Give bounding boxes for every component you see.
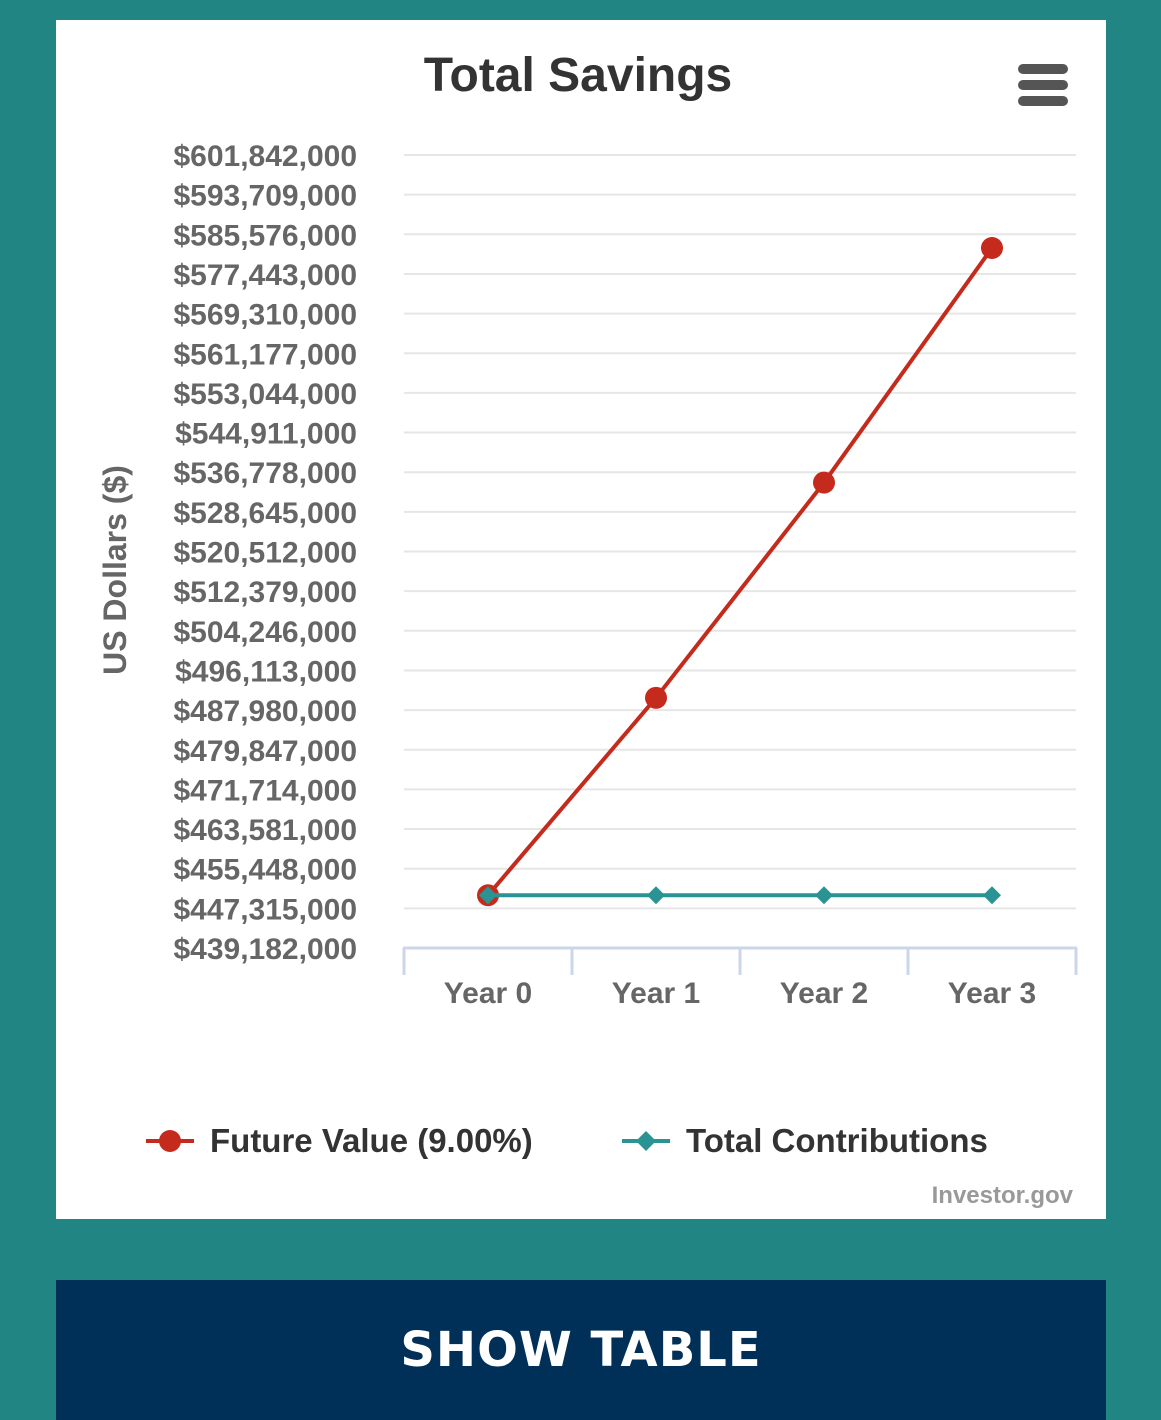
- x-tick-label: Year 0: [444, 977, 532, 1010]
- data-point-future-value-9-00: [645, 686, 667, 709]
- legend-item-total-contributions[interactable]: Total Contributions: [622, 1122, 988, 1159]
- y-tick-labels: $439,182,000 $447,315,000 $455,448,000 $463…: [173, 140, 357, 966]
- series-line-future-value-9-00: [486, 246, 994, 897]
- x-tick-label: Year 2: [780, 977, 868, 1010]
- series-group: [477, 237, 1003, 907]
- y-tick-label: $439,182,000: [173, 933, 357, 966]
- y-tick-label: $601,842,000: [173, 140, 357, 173]
- data-point-total-contributions: [647, 886, 665, 905]
- y-tick-label: $569,310,000: [173, 299, 357, 332]
- legend-future-value-marker: [159, 1130, 181, 1152]
- y-tick-label: $471,714,000: [173, 774, 357, 807]
- y-axis-title: US Dollars ($): [97, 465, 133, 675]
- x-axis: Year 0 Year 1 Year 2 Year 3: [402, 946, 1078, 1010]
- data-point-total-contributions: [815, 886, 833, 905]
- data-point-total-contributions: [479, 886, 497, 905]
- x-tick-label: Year 1: [612, 977, 700, 1010]
- y-tick-label: $544,911,000: [175, 418, 357, 451]
- chart-card: Total Savings US Dollars ($) $439,182,00…: [56, 20, 1106, 1219]
- y-tick-label: $447,315,000: [173, 893, 357, 926]
- credits-link[interactable]: Investor.gov: [932, 1182, 1074, 1209]
- y-tick-label: $487,980,000: [173, 695, 357, 728]
- y-tick-label: $479,847,000: [173, 735, 357, 768]
- y-tick-label: $463,581,000: [173, 814, 357, 847]
- y-tick-label: $528,645,000: [173, 497, 357, 530]
- y-tick-label: $512,379,000: [173, 576, 357, 609]
- data-point-future-value-9-00: [813, 471, 835, 494]
- data-point-future-value-9-00: [981, 237, 1003, 260]
- y-tick-label: $504,246,000: [173, 616, 357, 649]
- legend-future-value-label: Future Value (9.00%): [210, 1122, 533, 1159]
- y-tick-label: $593,709,000: [173, 180, 357, 213]
- x-tick-label: Year 3: [948, 977, 1036, 1010]
- legend: Future Value (9.00%) Total Contributions: [146, 1122, 988, 1159]
- legend-total-contributions-label: Total Contributions: [686, 1122, 988, 1159]
- chart-title: Total Savings: [424, 49, 733, 102]
- legend-item-future-value[interactable]: Future Value (9.00%): [146, 1122, 533, 1159]
- y-tick-label: $520,512,000: [173, 537, 357, 570]
- legend-total-contributions-marker: [636, 1131, 656, 1151]
- y-tick-label: $553,044,000: [173, 378, 357, 411]
- y-tick-label: $496,113,000: [175, 655, 357, 688]
- y-tick-label: $585,576,000: [173, 219, 357, 252]
- show-table-button[interactable]: SHOW TABLE: [56, 1280, 1106, 1420]
- data-point-total-contributions: [983, 886, 1001, 905]
- grid-lines: [404, 154, 1076, 910]
- hamburger-menu-icon[interactable]: [1016, 62, 1070, 124]
- y-tick-label: $561,177,000: [173, 338, 357, 371]
- chart: Total Savings US Dollars ($) $439,182,00…: [97, 49, 1078, 1209]
- y-tick-label: $577,443,000: [173, 259, 357, 292]
- y-tick-label: $536,778,000: [173, 457, 357, 490]
- y-tick-label: $455,448,000: [173, 854, 357, 887]
